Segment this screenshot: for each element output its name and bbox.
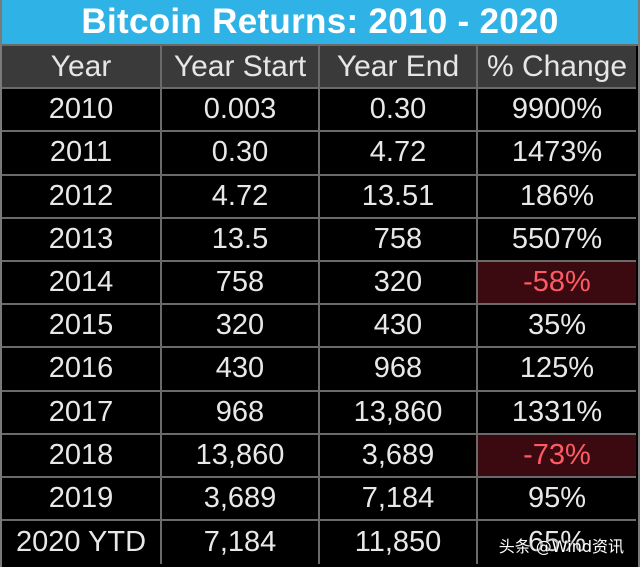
row-year-start-cell: 3,689 bbox=[162, 477, 320, 522]
row-year-cell: 2014 bbox=[2, 261, 162, 306]
row-pct-change-cell: 9900% bbox=[478, 89, 636, 133]
row-year-end-cell: 4.72 bbox=[320, 132, 478, 176]
row-year-start-cell: 13,860 bbox=[162, 434, 320, 478]
column-header-year: Year bbox=[2, 46, 162, 90]
row-year-start-cell: 4.72 bbox=[162, 175, 320, 219]
row-pct-change-cell: 35% bbox=[478, 305, 636, 349]
row-pct-change-cell: 1473% bbox=[478, 132, 636, 176]
row-year-start-cell: 968 bbox=[162, 391, 320, 435]
row-year-cell: 2017 bbox=[2, 391, 162, 435]
watermark: 头条 @Wind资讯 bbox=[498, 537, 624, 556]
row-year-end-cell: 0.30 bbox=[320, 89, 478, 133]
row-year-end-cell: 7,184 bbox=[320, 477, 478, 522]
row-year-start-cell: 430 bbox=[162, 348, 320, 392]
row-year-end-cell: 320 bbox=[320, 261, 478, 306]
row-year-cell: 2013 bbox=[2, 218, 162, 262]
table-grid: Year Year Start Year End % Change 2010 0.… bbox=[2, 46, 638, 565]
row-pct-change-cell: 186% bbox=[478, 176, 636, 219]
row-year-cell: 2011 bbox=[2, 132, 162, 176]
row-pct-change-cell: -73% bbox=[478, 434, 636, 478]
row-year-cell: 2019 bbox=[2, 477, 162, 522]
column-header-year-start: Year Start bbox=[162, 46, 320, 90]
row-year-end-cell: 3,689 bbox=[320, 434, 478, 478]
row-year-cell: 2020 YTD bbox=[2, 521, 162, 565]
row-year-start-cell: 758 bbox=[162, 261, 320, 306]
row-pct-change-cell: -58% bbox=[478, 261, 636, 306]
row-year-start-cell: 13.5 bbox=[162, 218, 320, 262]
row-year-cell: 2010 bbox=[2, 89, 162, 133]
row-pct-change-cell: 125% bbox=[478, 348, 636, 392]
row-year-cell: 2015 bbox=[2, 305, 162, 349]
row-year-end-cell: 11,850 bbox=[320, 521, 478, 565]
row-year-start-cell: 320 bbox=[162, 305, 320, 349]
row-year-end-cell: 13.51 bbox=[320, 175, 478, 219]
column-header-year-end: Year End bbox=[320, 46, 478, 90]
row-year-cell: 2016 bbox=[2, 348, 162, 392]
row-pct-change-cell: 5507% bbox=[478, 219, 636, 262]
row-pct-change-cell: 95% bbox=[478, 478, 636, 522]
row-year-start-cell: 7,184 bbox=[162, 521, 320, 565]
row-year-end-cell: 758 bbox=[320, 218, 478, 262]
row-year-start-cell: 0.30 bbox=[162, 132, 320, 176]
row-year-cell: 2018 bbox=[2, 434, 162, 478]
row-pct-change-cell: 65% bbox=[527, 526, 587, 559]
row-pct-change-cell: 1331% bbox=[478, 392, 636, 435]
row-year-start-cell: 0.003 bbox=[162, 89, 320, 133]
row-year-end-cell: 430 bbox=[320, 305, 478, 349]
row-year-end-cell: 13,860 bbox=[320, 391, 478, 435]
row-year-end-cell: 968 bbox=[320, 348, 478, 392]
row-year-cell: 2012 bbox=[2, 175, 162, 219]
column-header-pct-change: % Change bbox=[478, 46, 636, 90]
table-title: Bitcoin Returns: 2010 - 2020 bbox=[2, 0, 638, 46]
